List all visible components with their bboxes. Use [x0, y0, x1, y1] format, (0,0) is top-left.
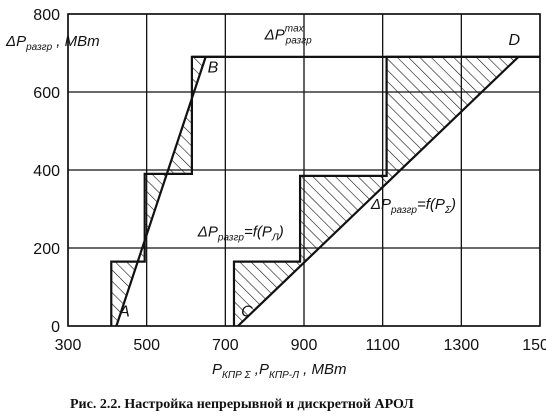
x-tick-label: 1100 [365, 337, 400, 354]
curve-letter-c: C [241, 303, 253, 320]
x-tick-label: 500 [133, 337, 160, 354]
x-tick-label: 300 [55, 337, 82, 354]
y-tick-label: 400 [33, 163, 60, 180]
plot-frame [67, 13, 541, 327]
x-tick-label: 700 [212, 337, 239, 354]
f-psum-annotation: ΔPразгр=f(PΣ) [370, 196, 456, 216]
x-tick-label: 1300 [444, 337, 480, 354]
y-tick-label: 200 [33, 241, 60, 258]
y-axis-label: ΔPразгр , МВт [5, 33, 100, 53]
x-axis-label: PКПР Σ ,PКПР-Л , МВт [212, 361, 346, 381]
figure-caption: Рис. 2.2. Настройка непрерывной и дискре… [70, 397, 414, 412]
pmax-annotation: ΔPmax разгр [264, 23, 312, 46]
curve-letter-d: D [509, 32, 521, 49]
f-pl-annotation: ΔPразгр=f(PЛ) [197, 223, 284, 243]
curve-letter-b: B [208, 60, 219, 77]
series-pl-line [115, 56, 207, 327]
y-tick-label: 600 [33, 85, 60, 102]
series-psum-line [237, 56, 520, 327]
y-tick-labels: 0 200 400 600 800 [33, 7, 60, 336]
hatched-region [111, 56, 226, 327]
y-tick-label: 800 [33, 7, 60, 24]
x-tick-label: 900 [291, 337, 318, 354]
y-tick-label: 0 [51, 319, 60, 336]
curve-letter-a: A [118, 303, 130, 320]
